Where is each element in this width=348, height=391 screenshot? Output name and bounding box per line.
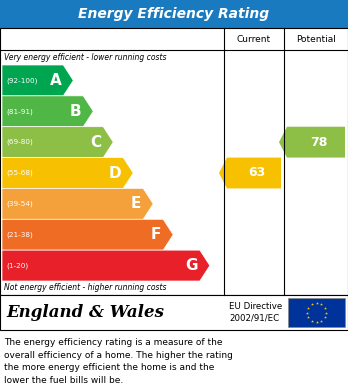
Text: A: A: [49, 73, 61, 88]
Text: F: F: [151, 227, 161, 242]
Text: (81-91): (81-91): [6, 108, 33, 115]
Text: (1-20): (1-20): [6, 262, 28, 269]
Text: (92-100): (92-100): [6, 77, 37, 84]
Text: D: D: [109, 165, 121, 181]
Text: Not energy efficient - higher running costs: Not energy efficient - higher running co…: [4, 283, 166, 292]
Text: (69-80): (69-80): [6, 139, 33, 145]
Polygon shape: [2, 250, 210, 281]
Bar: [0, 0, 348, 28]
Polygon shape: [2, 158, 133, 188]
Text: Energy Efficiency Rating: Energy Efficiency Rating: [78, 7, 270, 21]
Bar: [0, 295, 348, 330]
Text: 63: 63: [248, 167, 266, 179]
Text: The energy efficiency rating is a measure of the
overall efficiency of a home. T: The energy efficiency rating is a measur…: [4, 338, 233, 385]
Text: B: B: [70, 104, 81, 119]
Text: (21-38): (21-38): [6, 231, 33, 238]
Text: G: G: [185, 258, 198, 273]
Polygon shape: [219, 158, 281, 188]
Text: Potential: Potential: [296, 34, 336, 43]
Text: (39-54): (39-54): [6, 201, 33, 207]
Bar: [288, 298, 345, 327]
Text: (55-68): (55-68): [6, 170, 33, 176]
Text: Current: Current: [237, 34, 271, 43]
Bar: [0, 28, 348, 295]
Text: E: E: [131, 196, 141, 212]
Text: EU Directive
2002/91/EC: EU Directive 2002/91/EC: [229, 302, 282, 323]
Polygon shape: [2, 127, 113, 158]
Text: C: C: [90, 135, 101, 150]
Polygon shape: [2, 219, 173, 250]
Polygon shape: [2, 65, 73, 96]
Text: 78: 78: [310, 136, 328, 149]
Text: Very energy efficient - lower running costs: Very energy efficient - lower running co…: [4, 53, 166, 62]
Polygon shape: [279, 127, 345, 158]
Polygon shape: [2, 188, 153, 219]
Polygon shape: [2, 96, 93, 127]
Text: England & Wales: England & Wales: [6, 304, 164, 321]
